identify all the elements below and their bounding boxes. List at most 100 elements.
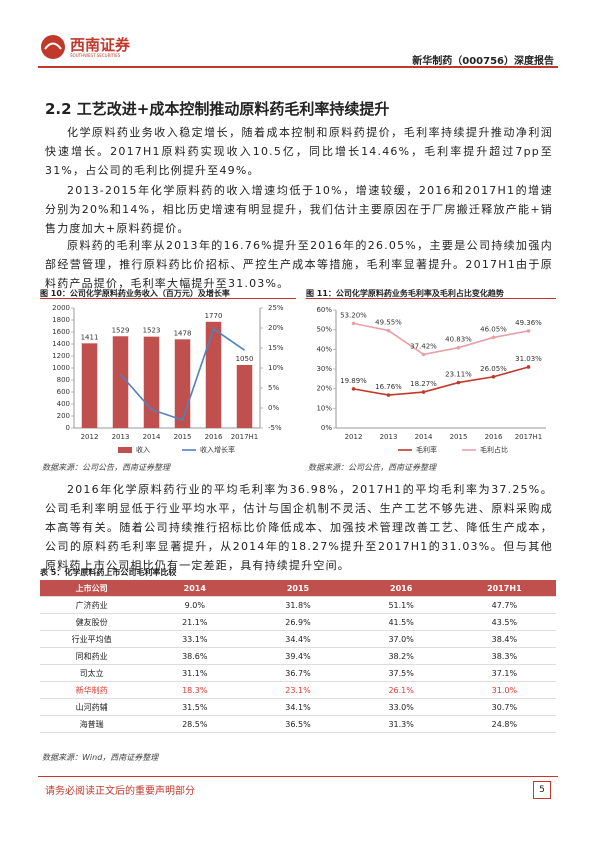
cell: 山河药辅 xyxy=(40,698,144,716)
footer-notice: 请务必阅读正文后的重要声明部分 xyxy=(45,786,195,797)
y-tick-label: 40% xyxy=(316,345,332,353)
y2-tick-label: 25% xyxy=(268,304,284,312)
cell: 26.1% xyxy=(349,681,453,699)
cell: 41.5% xyxy=(349,613,453,631)
y-tick-label: 1000 xyxy=(52,364,70,372)
legend-label: 收入增长率 xyxy=(200,445,235,454)
cell: 37.1% xyxy=(452,664,556,682)
x-tick-label: 2015 xyxy=(450,433,468,441)
y-tick-label: 200 xyxy=(57,412,70,420)
x-tick-label: 2017H1 xyxy=(515,433,543,441)
cell: 行业平均值 xyxy=(40,630,144,648)
point xyxy=(456,345,461,350)
cell: 18.3% xyxy=(143,681,247,699)
table-row: 行业平均值 33.1% 34.4% 37.0% 38.4% xyxy=(40,630,556,648)
cell: 34.4% xyxy=(246,630,350,648)
y2-tick-label: 10% xyxy=(268,364,284,372)
source-note: 数据来源：公司公告，西南证券整理 xyxy=(308,463,436,472)
bar xyxy=(174,339,191,428)
point xyxy=(526,329,531,333)
cell: 51.1% xyxy=(349,596,453,614)
data-label: 1770 xyxy=(205,312,223,320)
cell: 31.8% xyxy=(246,596,350,614)
header-row: 上市公司 2014 2015 2016 2017H1 xyxy=(40,580,556,597)
table-row: 新华制药 18.3% 23.1% 26.1% 31.0% xyxy=(40,681,556,699)
y-tick-label: 10% xyxy=(316,404,332,412)
table-title: 表 5：化学原料药上市公司毛利率比较 xyxy=(40,568,177,577)
data-label: 26.05% xyxy=(480,365,507,373)
data-label: 1529 xyxy=(112,326,130,334)
data-label: 1050 xyxy=(236,355,254,363)
y-tick-label: 20% xyxy=(316,385,332,393)
y-tick-label: 50% xyxy=(316,326,332,334)
data-label: 49.55% xyxy=(375,319,402,327)
series-line xyxy=(353,322,529,356)
point xyxy=(386,328,391,333)
data-label: 1523 xyxy=(143,327,161,335)
cell: 21.1% xyxy=(143,613,247,631)
point xyxy=(491,374,496,379)
x-tick-label: 2014 xyxy=(415,433,433,441)
cell: 30.7% xyxy=(452,698,556,716)
logo-icon xyxy=(41,35,65,59)
cell: 39.4% xyxy=(246,647,350,665)
y2-tick-label: 5% xyxy=(268,384,279,392)
data-label: 31.03% xyxy=(515,355,542,363)
y-tick-label: 600 xyxy=(57,388,70,396)
logo-text: 西南证券 xyxy=(70,36,131,54)
data-label: 1478 xyxy=(174,329,192,337)
table-row: 广济药业 9.0% 31.8% 51.1% 47.7% xyxy=(40,596,556,614)
y-tick-label: 400 xyxy=(57,400,70,408)
y-tick-label: 60% xyxy=(316,306,332,314)
cell: 47.7% xyxy=(452,596,556,614)
data-label: 19.89% xyxy=(340,377,367,385)
series-line xyxy=(353,366,529,396)
x-tick-label: 2012 xyxy=(81,433,99,441)
header-rule xyxy=(38,66,558,68)
paragraph: 原料药的毛利率从2013年的16.76%提升至2016年的26.05%，主要是公… xyxy=(45,239,553,290)
chart-rule xyxy=(40,298,296,299)
chart-title: 图 10：公司化学原料药业务收入（百万元）及增长率 xyxy=(40,289,230,298)
x-tick-label: 2014 xyxy=(143,433,161,441)
header-cell: 2015 xyxy=(246,580,350,597)
cell: 新华制药 xyxy=(40,681,144,699)
cell: 38.6% xyxy=(143,647,247,665)
cell: 37.5% xyxy=(349,664,453,682)
page-number: 5 xyxy=(533,781,551,799)
chart-title: 图 11：公司化学原料药业务毛利率及毛利占比变化趋势 xyxy=(306,289,504,298)
series-line xyxy=(119,327,245,422)
y-tick-label: 800 xyxy=(57,376,70,384)
data-label: 49.36% xyxy=(515,319,542,327)
cell: 23.1% xyxy=(246,681,350,699)
bar xyxy=(81,343,98,428)
y2-tick-label: 20% xyxy=(268,324,284,332)
cell: 36.7% xyxy=(246,664,350,682)
point xyxy=(386,393,391,397)
logo-sub: SOUTHWEST SECURITIES xyxy=(70,53,121,58)
paragraph: 化学原料药业务收入稳定增长，随着成本控制和原料药提价，毛利率持续提升推动净利润快… xyxy=(45,126,553,177)
y2-tick-label: -5% xyxy=(268,424,282,432)
bar xyxy=(236,365,253,428)
data-label: 1411 xyxy=(81,333,99,341)
paragraph: 2016年化学原料药行业的平均毛利率为36.98%，2017H1的平均毛利率为3… xyxy=(45,483,553,572)
bar xyxy=(143,336,160,428)
y-tick-label: 2000 xyxy=(52,304,70,312)
cell: 28.5% xyxy=(143,715,247,733)
cell: 34.1% xyxy=(246,698,350,716)
cell: 海普瑞 xyxy=(40,715,144,733)
header-cell: 2016 xyxy=(349,580,453,597)
chart-rule xyxy=(306,298,556,299)
x-tick-label: 2012 xyxy=(345,433,363,441)
cell: 26.9% xyxy=(246,613,350,631)
point xyxy=(421,352,426,357)
cell: 31.1% xyxy=(143,664,247,682)
cell: 36.5% xyxy=(246,715,350,733)
x-tick-label: 2017H1 xyxy=(231,433,259,441)
cell: 38.3% xyxy=(452,647,556,665)
chart: 0% 10% 20% 30% 40% 50% 60% 2012 2013 2014 2015 2016… xyxy=(316,306,546,454)
data-label: 23.11% xyxy=(445,371,472,379)
bar xyxy=(205,321,222,428)
table-row: 同和药业 38.6% 39.4% 38.2% 38.3% xyxy=(40,647,556,665)
cell: 31.5% xyxy=(143,698,247,716)
